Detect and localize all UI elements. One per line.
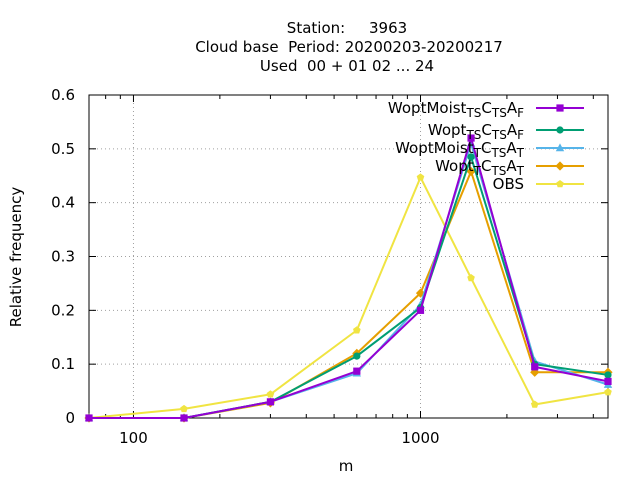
data-point xyxy=(180,404,188,413)
series-2 xyxy=(85,153,612,422)
y-tick-label: 0 xyxy=(65,409,75,427)
data-point xyxy=(353,352,361,360)
series-1 xyxy=(85,134,612,422)
legend-marker xyxy=(556,126,564,134)
tick-labels: 0 0.1 0.2 0.3 0.4 0.5 0.6 100 1000 xyxy=(51,86,439,447)
series-line xyxy=(89,155,609,419)
data-point xyxy=(415,288,426,298)
data-point xyxy=(353,326,361,334)
series-5 xyxy=(85,173,612,422)
grid-lines xyxy=(89,95,608,418)
data-point xyxy=(604,377,612,385)
data-point xyxy=(266,390,275,398)
legend-label: OBS xyxy=(493,175,524,193)
y-tick-label: 0.3 xyxy=(51,248,75,266)
data-point xyxy=(530,400,539,408)
plot-frame xyxy=(88,94,609,419)
legend-label: WoptTCTSAT xyxy=(435,157,525,178)
y-tick-label: 0.2 xyxy=(51,301,75,319)
data-point xyxy=(467,153,475,161)
data-point xyxy=(85,414,93,422)
data-point xyxy=(604,388,612,396)
legend-marker xyxy=(556,104,564,112)
legend-label: WoptMoistTCTSAT xyxy=(395,139,525,160)
axes xyxy=(88,94,609,419)
data-point xyxy=(604,371,612,379)
legend-marker xyxy=(555,161,565,171)
data-point xyxy=(530,367,540,377)
title-line-3: Used 00 + 01 02 ... 24 xyxy=(260,57,434,75)
y-tick-label: 0.1 xyxy=(51,355,75,373)
series-group xyxy=(84,134,613,423)
legend-entry: WoptTSCTSAF xyxy=(428,121,584,142)
series-4 xyxy=(84,166,613,423)
data-point xyxy=(531,363,539,371)
y-axis-label: Relative frequency xyxy=(7,187,25,328)
x-tick-label: 1000 xyxy=(401,429,439,447)
x-axis-label: m xyxy=(339,457,354,475)
data-point xyxy=(353,367,361,375)
series-line xyxy=(89,170,608,419)
legend-label: WoptMoistTSCTSAF xyxy=(388,99,524,120)
data-point xyxy=(180,414,188,422)
chart-title: Station: 3963 Cloud base Period: 2020020… xyxy=(195,19,503,75)
legend-label: WoptTSCTSAF xyxy=(428,121,524,142)
data-point xyxy=(467,274,475,282)
legend-entry: OBS xyxy=(493,175,584,193)
x-tick-label: 100 xyxy=(119,429,148,447)
y-tick-label: 0.5 xyxy=(51,140,75,158)
data-point xyxy=(266,398,275,406)
series-line xyxy=(89,137,609,419)
y-tick-label: 0.4 xyxy=(51,194,75,212)
data-point xyxy=(416,306,425,314)
data-point xyxy=(416,173,425,181)
legend-marker xyxy=(555,143,565,152)
legend-entry: WoptTCTSAT xyxy=(435,157,584,178)
series-3 xyxy=(84,138,613,422)
title-line-1: Station: 3963 xyxy=(287,19,407,37)
series-line xyxy=(89,142,609,419)
y-tick-label: 0.6 xyxy=(51,86,75,104)
data-point xyxy=(467,134,475,142)
series-line xyxy=(88,176,609,419)
legend-entry: WoptMoistTCTSAT xyxy=(395,139,584,160)
title-line-2: Cloud base Period: 20200203-20200217 xyxy=(195,38,503,56)
legend-marker xyxy=(556,180,564,188)
data-point xyxy=(466,166,476,177)
legend-entry: WoptMoistTSCTSAF xyxy=(388,99,584,120)
legend: WoptMoistTSCTSAFWoptTSCTSAFWoptMoistTCTS… xyxy=(388,99,584,193)
